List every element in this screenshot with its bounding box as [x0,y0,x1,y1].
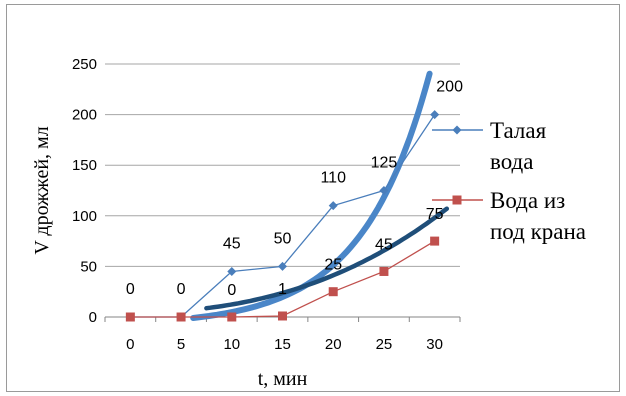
y-tick-label: 150 [72,157,97,174]
data-label-talaya-voda: 200 [436,79,463,96]
chart-area [6,4,620,392]
data-point-voda-iz-pod-krana [278,311,287,321]
legend-marker [452,195,462,205]
data-label-talaya-voda: 125 [371,155,398,172]
x-axis-title: t, мин [258,368,308,390]
data-label-voda-iz-pod-krana: 0 [227,282,236,299]
y-axis-title: V дрожжей, мл [31,126,53,254]
y-tick-label: 0 [89,309,97,326]
y-tick-label: 100 [72,208,97,225]
y-tick-label: 200 [72,107,97,124]
legend: Талая вода Вода из под крана [432,118,586,244]
x-tick-label: 25 [376,336,393,353]
data-label-talaya-voda: 0 [177,281,186,298]
y-tick-label: 250 [72,56,97,73]
trendlines [190,70,450,321]
legend-label: Вода из [490,188,565,213]
series [125,110,440,322]
trendline-voda-iz-pod-krana [204,206,450,311]
data-point-talaya-voda [379,186,389,195]
gridlines [105,63,460,267]
data-point-voda-iz-pod-krana [430,236,440,246]
data-point-voda-iz-pod-krana [328,287,338,297]
data-label-talaya-voda: 0 [126,281,135,298]
x-tick-label: 20 [325,336,342,353]
data-point-talaya-voda [430,110,440,120]
data-label-voda-iz-pod-krana: 45 [375,236,393,253]
data-point-voda-iz-pod-krana [176,312,186,322]
x-tick-label: 15 [274,336,291,353]
legend-label: вода [490,149,533,174]
legend-label: Талая [490,118,547,143]
data-point-talaya-voda [328,201,338,211]
x-tick-label: 5 [177,336,185,353]
data-point-talaya-voda [278,261,287,271]
data-label-talaya-voda: 110 [320,170,346,187]
data-label-voda-iz-pod-krana: 1 [278,281,287,298]
legend-marker [452,125,462,135]
data-label-voda-iz-pod-krana: 25 [324,257,342,274]
data-label-talaya-voda: 50 [274,230,292,247]
y-tick-label: 50 [80,258,97,275]
x-tick-label: 0 [126,336,134,353]
data-point-talaya-voda [227,266,237,276]
legend-label: под крана [490,219,586,244]
data-label-voda-iz-pod-krana: 75 [426,206,444,223]
data-point-voda-iz-pod-krana [379,266,389,276]
data-point-voda-iz-pod-krana [227,312,237,322]
x-tick-label: 10 [223,336,240,353]
data-label-talaya-voda: 45 [223,235,241,252]
x-tick-label: 30 [426,336,443,353]
data-point-voda-iz-pod-krana [125,312,135,322]
